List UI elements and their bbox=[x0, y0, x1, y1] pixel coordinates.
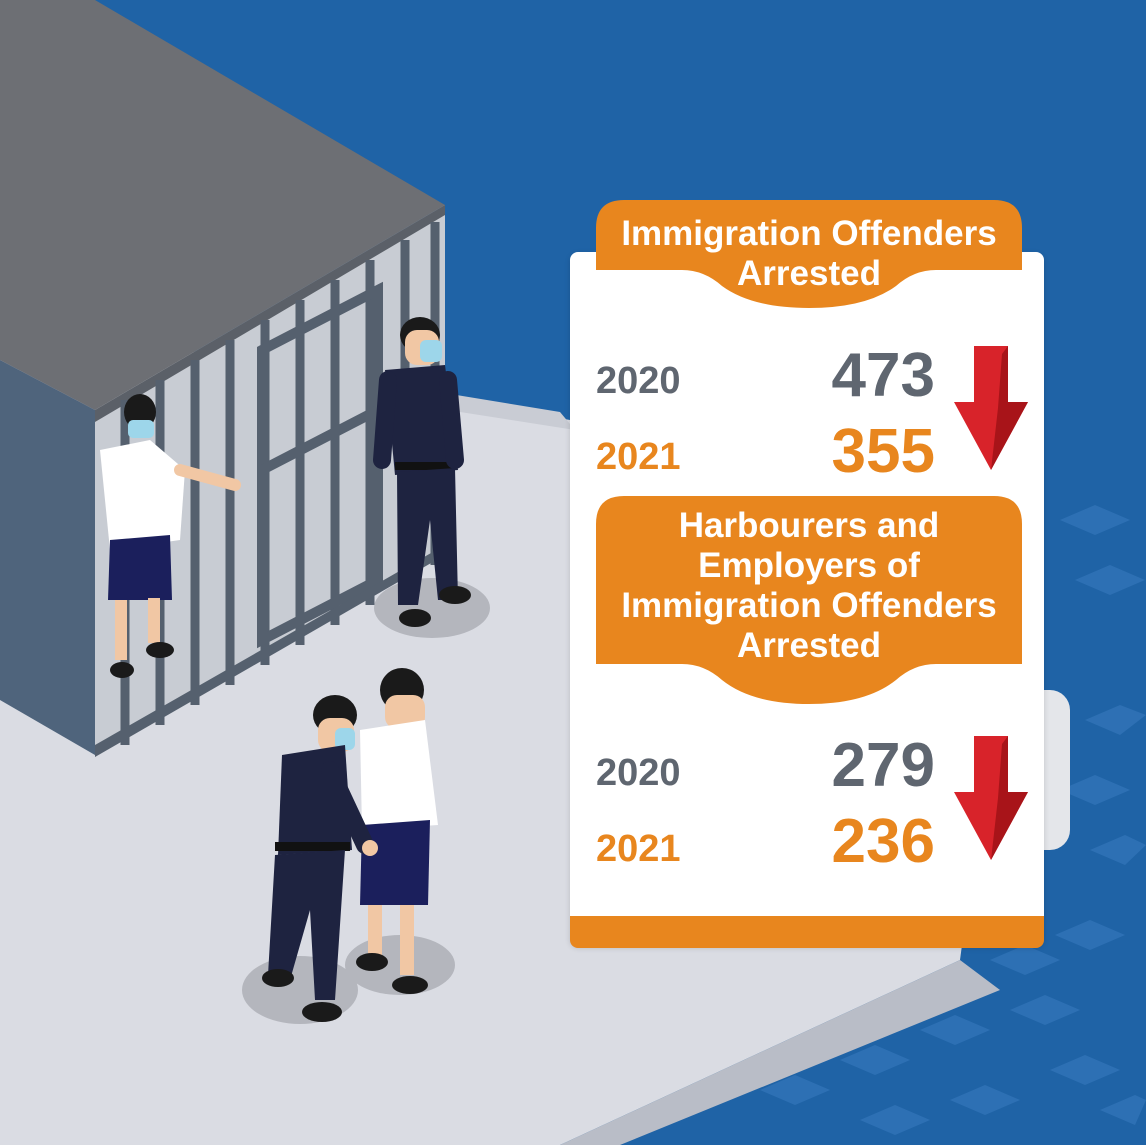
section-1-year-2020: 2020 bbox=[596, 360, 681, 402]
cell-door bbox=[257, 281, 383, 649]
cell-roof bbox=[0, 0, 445, 410]
detainee-escorted bbox=[356, 668, 438, 994]
section-1-value-2020: 473 bbox=[831, 341, 935, 410]
section-2-title: Harbourers and Employers of Immigration … bbox=[621, 506, 997, 665]
detainee-in-cell bbox=[100, 394, 241, 678]
down-arrow-icon bbox=[954, 736, 1028, 860]
background-pattern bbox=[760, 505, 1146, 1135]
section-1-value-2021: 355 bbox=[831, 417, 935, 486]
card-footer-stripe bbox=[570, 916, 1044, 948]
section-2-value-2021: 236 bbox=[831, 807, 935, 876]
section-2-year-2021: 2021 bbox=[596, 828, 681, 870]
section-2-title-banner: Harbourers and Employers of Immigration … bbox=[596, 496, 1022, 704]
section-1-title-banner: Immigration Offenders Arrested bbox=[596, 200, 1022, 308]
officer-standing bbox=[373, 317, 471, 627]
section-2-value-2020: 279 bbox=[831, 731, 935, 800]
down-arrow-icon bbox=[954, 346, 1028, 470]
section-1-year-2021: 2021 bbox=[596, 436, 681, 478]
section-1-title: Immigration Offenders Arrested bbox=[621, 214, 997, 293]
section-2-year-2020: 2020 bbox=[596, 752, 681, 794]
officer-escorting bbox=[262, 695, 378, 1022]
